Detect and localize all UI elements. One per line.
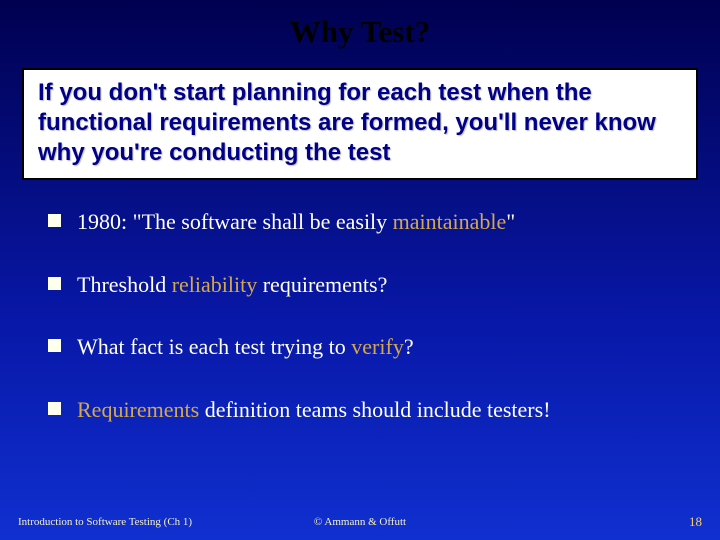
footer-center: © Ammann & Offutt bbox=[246, 516, 474, 528]
bullet-text: Threshold reliability requirements? bbox=[77, 271, 387, 300]
slide-footer: Introduction to Software Testing (Ch 1) … bbox=[0, 514, 720, 530]
square-bullet-icon bbox=[48, 277, 61, 290]
bullet-pre: 1980: "The software shall be easily bbox=[77, 209, 393, 234]
bullet-post: definition teams should include testers! bbox=[199, 397, 550, 422]
bullet-highlight: maintainable bbox=[393, 209, 507, 234]
slide-title: Why Test? bbox=[0, 0, 720, 68]
bullet-text: 1980: "The software shall be easily main… bbox=[77, 208, 515, 237]
bullet-post: requirements? bbox=[257, 272, 387, 297]
bullet-highlight: verify bbox=[351, 334, 404, 359]
list-item: Requirements definition teams should inc… bbox=[48, 396, 672, 425]
bullet-list: 1980: "The software shall be easily main… bbox=[48, 208, 672, 424]
bullet-post: ? bbox=[404, 334, 414, 359]
bullet-highlight: reliability bbox=[172, 272, 258, 297]
bullet-highlight: Requirements bbox=[77, 397, 199, 422]
bullet-pre: What fact is each test trying to bbox=[77, 334, 351, 359]
bullet-post: " bbox=[506, 209, 515, 234]
square-bullet-icon bbox=[48, 339, 61, 352]
bullet-text: Requirements definition teams should inc… bbox=[77, 396, 551, 425]
footer-left: Introduction to Software Testing (Ch 1) bbox=[18, 516, 246, 528]
page-number: 18 bbox=[474, 514, 702, 530]
list-item: Threshold reliability requirements? bbox=[48, 271, 672, 300]
square-bullet-icon bbox=[48, 402, 61, 415]
list-item: 1980: "The software shall be easily main… bbox=[48, 208, 672, 237]
bullet-pre: Threshold bbox=[77, 272, 172, 297]
callout-box: If you don't start planning for each tes… bbox=[22, 68, 698, 180]
list-item: What fact is each test trying to verify? bbox=[48, 333, 672, 362]
square-bullet-icon bbox=[48, 214, 61, 227]
callout-text: If you don't start planning for each tes… bbox=[38, 78, 682, 168]
bullet-text: What fact is each test trying to verify? bbox=[77, 333, 414, 362]
